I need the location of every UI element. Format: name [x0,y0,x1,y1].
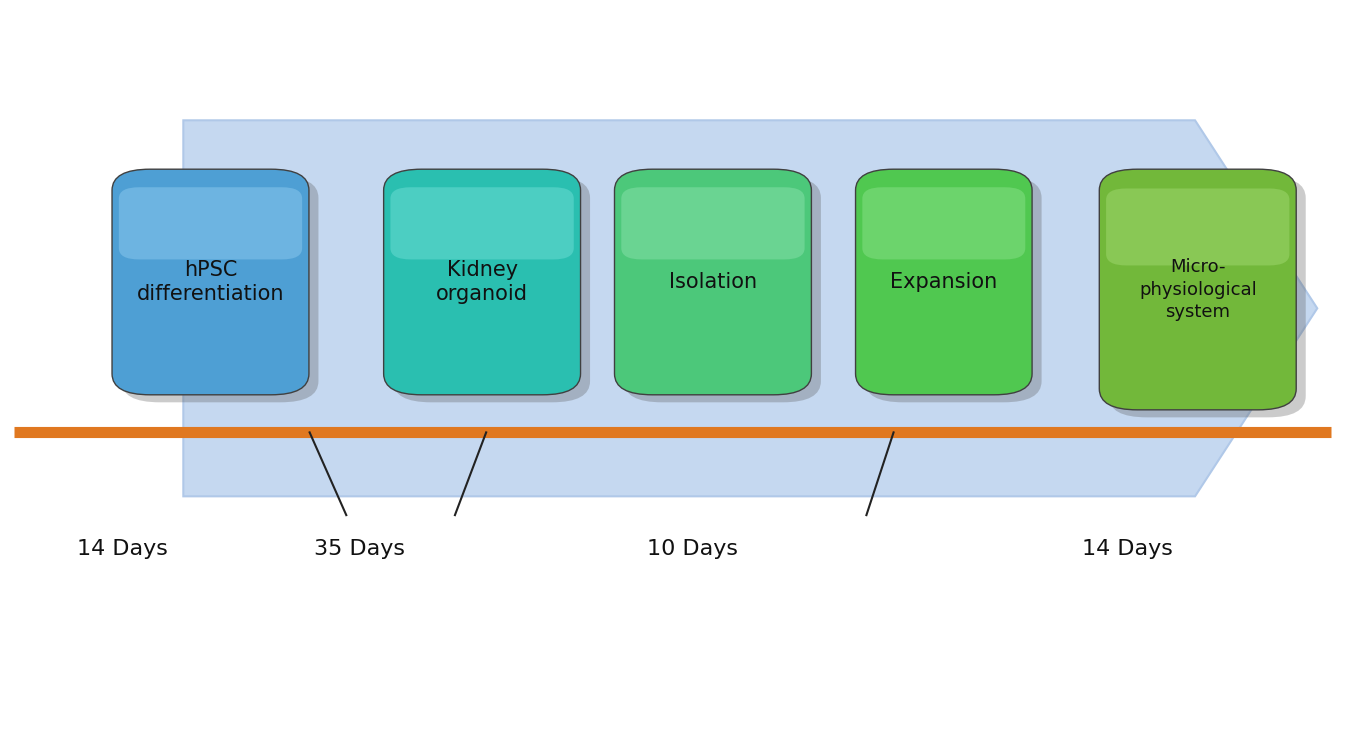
Text: Kidney
organoid: Kidney organoid [436,259,528,305]
Text: 10 Days: 10 Days [646,539,739,559]
Text: hPSC
differentiation: hPSC differentiation [137,259,284,305]
FancyBboxPatch shape [120,187,301,259]
FancyBboxPatch shape [1108,177,1306,417]
FancyBboxPatch shape [614,169,812,395]
FancyBboxPatch shape [122,177,318,402]
Text: Expansion: Expansion [891,272,997,292]
Text: 35 Days: 35 Days [314,539,406,559]
Text: 14 Days: 14 Days [77,539,167,559]
FancyBboxPatch shape [621,187,804,259]
FancyBboxPatch shape [1105,189,1290,265]
FancyBboxPatch shape [865,177,1042,402]
Text: 14 Days: 14 Days [1082,539,1172,559]
Polygon shape [183,120,1317,496]
FancyBboxPatch shape [383,169,580,395]
FancyBboxPatch shape [856,169,1032,395]
FancyBboxPatch shape [862,187,1025,259]
Text: Isolation: Isolation [669,272,756,292]
FancyBboxPatch shape [111,169,308,395]
FancyBboxPatch shape [394,177,589,402]
FancyBboxPatch shape [623,177,820,402]
Text: Micro-
physiological
system: Micro- physiological system [1139,259,1256,320]
FancyBboxPatch shape [1099,169,1296,410]
FancyBboxPatch shape [391,187,573,259]
